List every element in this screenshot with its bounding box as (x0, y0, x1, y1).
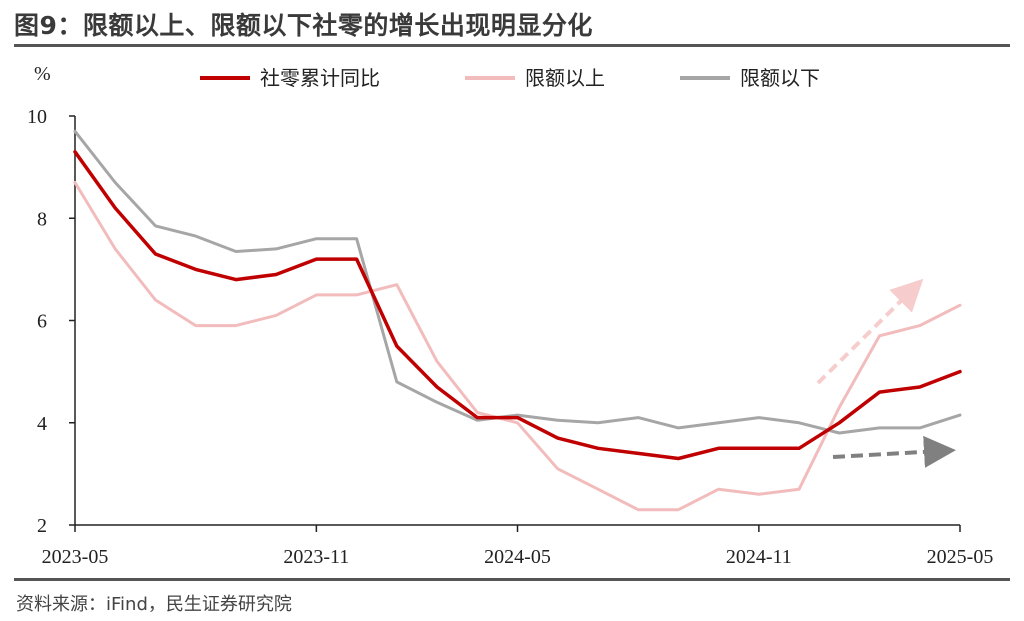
source-note: 资料来源：iFind，民生证券研究院 (16, 594, 292, 615)
chart-title: 图9：限额以上、限额以下社零的增长出现明显分化 (14, 11, 593, 40)
series-line-total (73, 150, 962, 461)
x-tick-label: 2023-11 (283, 546, 349, 568)
y-tick-label: 2 (37, 515, 47, 537)
y-tick-label: 4 (37, 413, 47, 435)
source-divider (14, 578, 1010, 581)
title-divider (14, 44, 1010, 47)
x-tick-label: 2023-05 (42, 546, 109, 568)
series-line-above (73, 181, 962, 512)
legend-label-below: 限额以下 (740, 66, 820, 90)
x-tick-label: 2024-05 (484, 546, 551, 568)
x-tick-label: 2024-11 (726, 546, 792, 568)
x-tick-label: 2025-05 (927, 546, 994, 568)
y-tick-label: 10 (27, 106, 47, 128)
legend-label-above: 限额以上 (525, 66, 605, 90)
series-line-below (73, 129, 962, 435)
y-tick-label: 6 (37, 311, 47, 333)
flat-trend-arrow (832, 435, 956, 468)
y-tick-label: 8 (37, 208, 47, 230)
y-axis-unit: % (34, 63, 51, 85)
legend-label-total: 社零累计同比 (260, 66, 380, 90)
up-trend-arrow (816, 278, 924, 385)
